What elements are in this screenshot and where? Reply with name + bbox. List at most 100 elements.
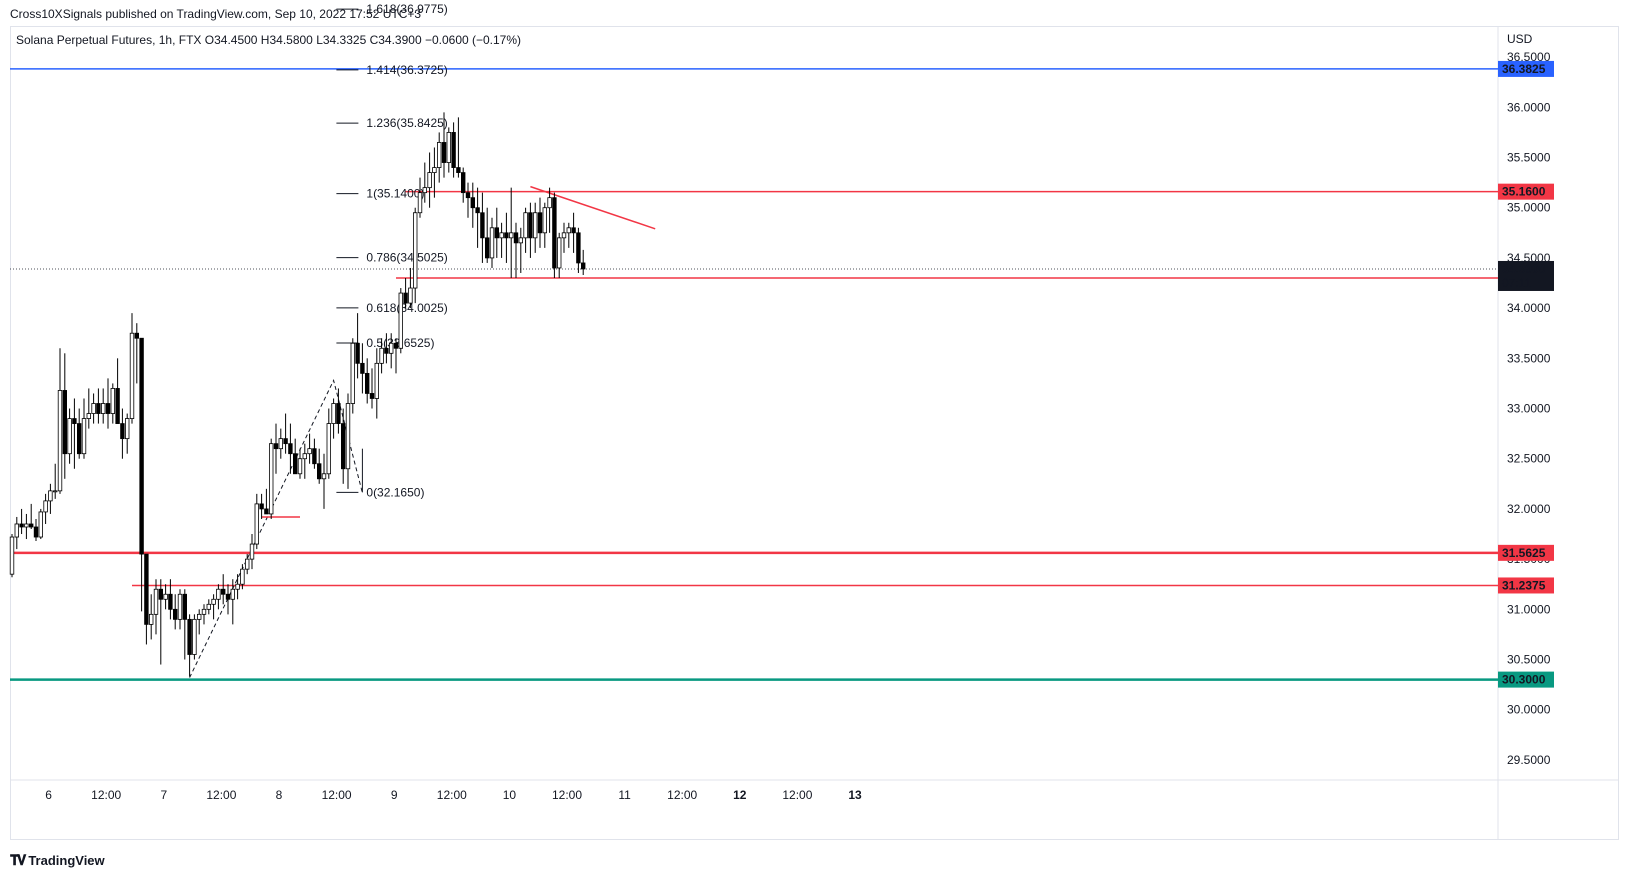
candle (321, 453, 327, 509)
candle-body (302, 453, 307, 460)
candle-body (384, 347, 389, 354)
candle-body (499, 232, 504, 239)
candle-body (403, 292, 408, 304)
time-tick-label: 8 (276, 788, 283, 802)
candle (465, 182, 471, 218)
descending-trend-line (530, 185, 656, 230)
level-price-badge-text: 36.3825 (1502, 62, 1546, 76)
level-price-badge (1498, 544, 1554, 561)
candle (67, 408, 72, 464)
candle-body (398, 292, 403, 349)
price-tick-label: 33.5000 (1507, 351, 1551, 365)
time-tick-label: 12:00 (782, 788, 812, 802)
candle-body (48, 490, 53, 502)
candle (278, 428, 283, 459)
candle (408, 267, 413, 309)
candle (81, 398, 87, 459)
candle-body (134, 332, 139, 339)
candle-body (513, 232, 519, 244)
candle (216, 584, 221, 610)
candle (542, 202, 547, 248)
level-price-badge-text: 35.1600 (1502, 185, 1546, 199)
candle-body (312, 448, 317, 465)
candle-body (566, 227, 571, 234)
candle (571, 212, 576, 253)
candle-body (537, 212, 543, 234)
candle-body (446, 132, 451, 163)
candle (576, 227, 581, 273)
time-tick-label: 13 (848, 788, 862, 802)
candle (364, 358, 370, 404)
candle (72, 398, 77, 469)
fib-level-label: 0(32.1650) (366, 485, 424, 499)
candle (427, 152, 432, 208)
price-tick-label: 29.5000 (1507, 753, 1551, 767)
candle (297, 448, 303, 479)
current-price-badge (1498, 260, 1554, 291)
candle-body (412, 212, 418, 289)
candle (422, 162, 427, 203)
time-tick-label: 12:00 (206, 788, 236, 802)
candle (158, 579, 163, 665)
candle (326, 408, 331, 479)
candle-body (297, 458, 303, 475)
candle-body (28, 523, 34, 528)
candle (148, 594, 154, 640)
candle-body (508, 232, 514, 239)
fib-level-label: 1.618(36.9775) (366, 2, 447, 16)
candle (48, 483, 53, 514)
current-price-text: 34.3900 (1502, 262, 1546, 276)
candle (388, 333, 394, 369)
candle (475, 187, 480, 248)
candle (460, 167, 466, 203)
candle (398, 288, 403, 354)
candle-body (441, 142, 447, 163)
candle (33, 518, 39, 542)
price-tick-label: 30.0000 (1507, 703, 1551, 717)
level-price-badge-text: 30.3000 (1502, 673, 1546, 687)
level-price-badge (1498, 183, 1554, 200)
candle-body (388, 342, 394, 354)
time-tick-label: 10 (503, 788, 517, 802)
candle-body (528, 212, 533, 239)
candle (537, 197, 543, 248)
candle-body (163, 593, 168, 600)
level-price-badge (1498, 577, 1554, 594)
candle (220, 574, 226, 605)
currency-label: USD (1507, 32, 1533, 46)
candle (436, 132, 442, 183)
candle-body (292, 453, 298, 475)
candle-body (201, 608, 207, 615)
candle-body (129, 332, 135, 419)
candle (9, 534, 15, 578)
candle-body (62, 390, 67, 455)
candle-body (225, 593, 231, 600)
candle (115, 358, 120, 424)
candle (101, 388, 106, 424)
fib-level-label: 1.236(35.8425) (366, 116, 447, 130)
candle-body (316, 463, 322, 480)
candle (153, 579, 159, 635)
candle-body (72, 418, 77, 424)
candle-body (182, 593, 187, 620)
candle (504, 212, 509, 263)
candle-body (177, 593, 183, 620)
candle-body (542, 207, 547, 234)
candle (552, 192, 557, 278)
candle-body (120, 423, 125, 440)
time-tick-label: 7 (160, 788, 167, 802)
tradingview-logo[interactable]: 𝐓𝐕 TradingView (10, 852, 105, 869)
candle-body (336, 403, 341, 424)
candle (379, 338, 384, 374)
candle (240, 564, 245, 590)
candle (14, 516, 19, 550)
candle-body (475, 207, 480, 214)
candle (96, 388, 101, 424)
candle-body (125, 418, 130, 440)
candle-body (168, 593, 173, 610)
candle (350, 338, 355, 414)
candle-body (148, 613, 154, 625)
price-tick-label: 33.0000 (1507, 402, 1551, 416)
time-tick-label: 12 (733, 788, 747, 802)
